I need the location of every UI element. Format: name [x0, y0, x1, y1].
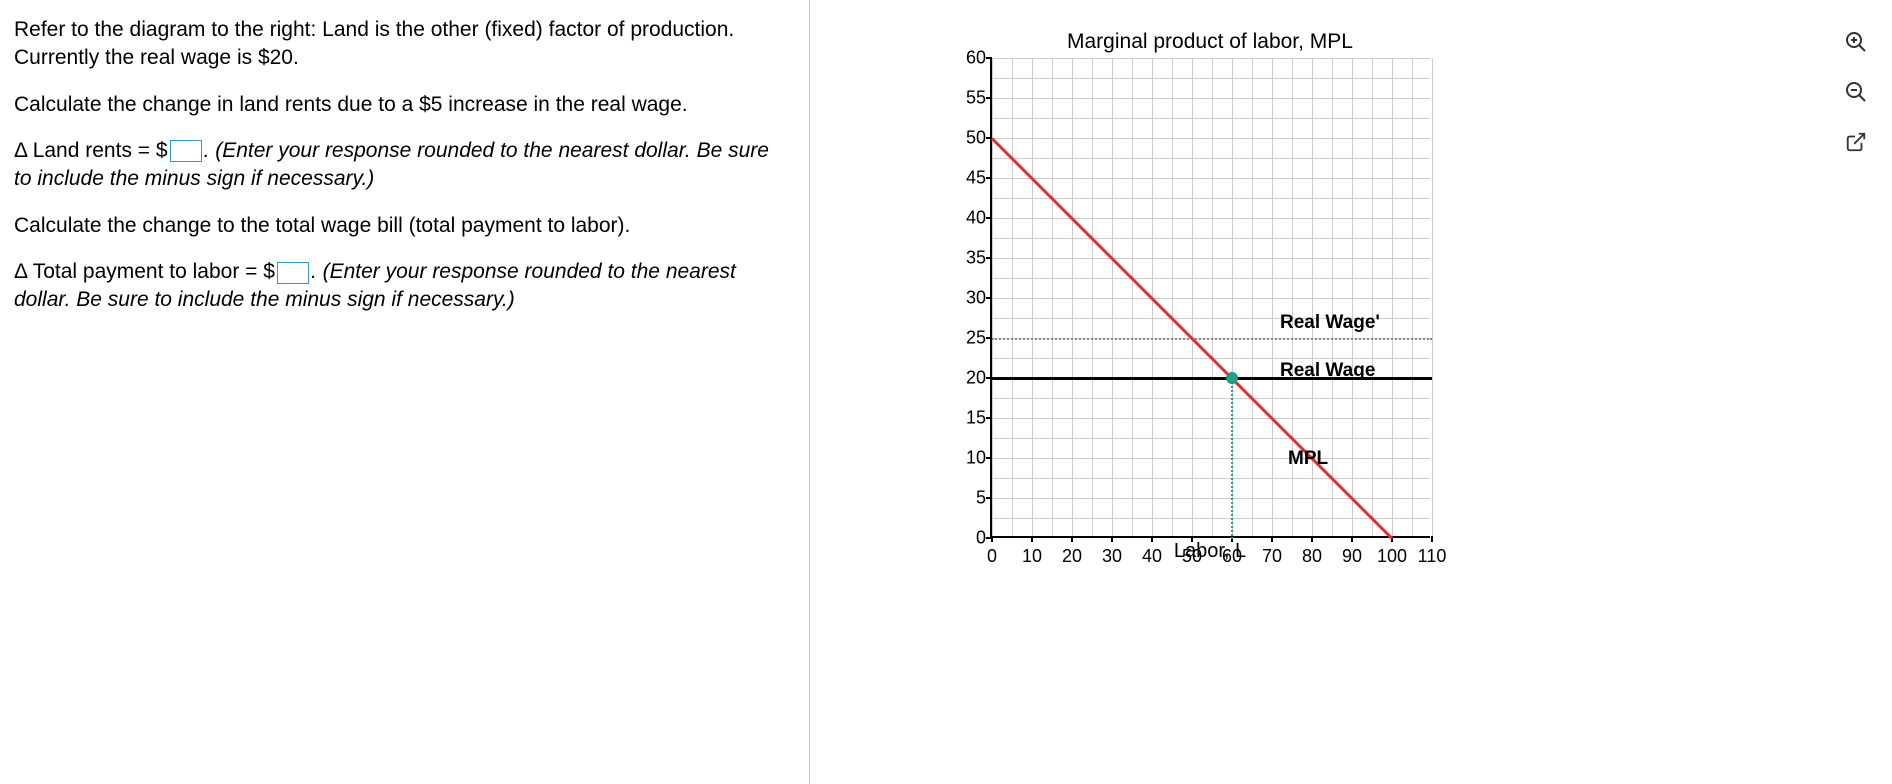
mpl-label: MPL	[1288, 448, 1328, 470]
real-wage-prime-label: Real Wage'	[1280, 312, 1380, 334]
chart-title: Marginal product of labor, MPL	[990, 30, 1430, 54]
y-tick-label: 15	[952, 408, 986, 429]
y-tick-label: 25	[952, 328, 986, 349]
x-axis-label: Labor, L	[990, 540, 1430, 563]
question-text-panel: Refer to the diagram to the right: Land …	[0, 0, 810, 784]
intro-line-1: Refer to the diagram to the right: Land …	[14, 18, 734, 41]
zoom-in-icon[interactable]	[1840, 26, 1872, 58]
wage-bill-input[interactable]	[277, 262, 309, 284]
y-tick-label: 55	[952, 88, 986, 109]
real-wage-label: Real Wage	[1280, 360, 1375, 382]
real-wage-prime-line	[992, 338, 1432, 340]
question-container: Refer to the diagram to the right: Land …	[0, 0, 1892, 784]
intro-text: Refer to the diagram to the right: Land …	[14, 16, 789, 73]
delta-land-rents-line: Δ Land rents = $. (Enter your response r…	[14, 137, 789, 194]
y-tick-label: 5	[952, 488, 986, 509]
delta-wage-bill-line: Δ Total payment to labor = $. (Enter you…	[14, 258, 789, 315]
y-tick-label: 40	[952, 208, 986, 229]
y-tick-label: 0	[952, 528, 986, 549]
y-tick-label: 20	[952, 368, 986, 389]
chart-panel: Marginal product of labor, MPL 051015202…	[810, 0, 1892, 784]
chart-tools	[1840, 26, 1872, 158]
chart-plot-area: 0510152025303540455055600102030405060708…	[990, 58, 1430, 538]
popout-icon[interactable]	[1840, 126, 1872, 158]
zoom-out-icon[interactable]	[1840, 76, 1872, 108]
y-tick-label: 30	[952, 288, 986, 309]
y-tick-label: 50	[952, 128, 986, 149]
delta-land-label: Δ Land rents = $	[14, 139, 168, 162]
intersection-point[interactable]	[1226, 372, 1238, 384]
calc2-prompt: Calculate the change to the total wage b…	[14, 212, 789, 240]
intro-line-2: Currently the real wage is $20.	[14, 46, 299, 69]
calc1-prompt: Calculate the change in land rents due t…	[14, 91, 789, 119]
land-rents-input[interactable]	[170, 140, 202, 162]
intersection-dropline	[1231, 379, 1233, 539]
chart-wrap: Marginal product of labor, MPL 051015202…	[950, 30, 1892, 538]
y-tick-label: 45	[952, 168, 986, 189]
y-tick-label: 60	[952, 48, 986, 69]
delta-wage-label: Δ Total payment to labor = $	[14, 260, 275, 283]
y-tick-label: 10	[952, 448, 986, 469]
y-tick-label: 35	[952, 248, 986, 269]
